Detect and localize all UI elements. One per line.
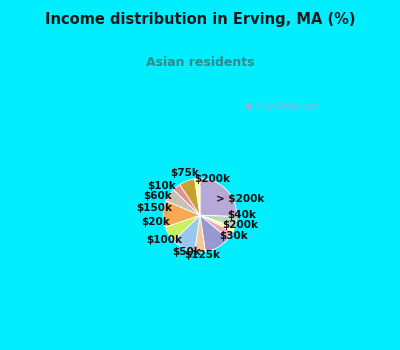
- Wedge shape: [195, 215, 205, 252]
- Text: $40k: $40k: [228, 210, 256, 220]
- Wedge shape: [200, 215, 235, 232]
- Text: $10k: $10k: [147, 181, 181, 193]
- Wedge shape: [200, 215, 237, 227]
- Wedge shape: [166, 190, 200, 215]
- Wedge shape: [165, 215, 200, 241]
- Wedge shape: [174, 215, 200, 252]
- Wedge shape: [174, 184, 200, 215]
- Wedge shape: [195, 178, 200, 215]
- Text: Income distribution in Erving, MA (%): Income distribution in Erving, MA (%): [45, 12, 355, 27]
- Text: ● City-Data.com: ● City-Data.com: [245, 102, 320, 111]
- Wedge shape: [200, 215, 233, 239]
- Text: $100k: $100k: [146, 236, 186, 245]
- Text: $30k: $30k: [219, 231, 248, 241]
- Text: Asian residents: Asian residents: [146, 56, 254, 69]
- Text: > $200k: > $200k: [216, 195, 264, 204]
- Text: $200k: $200k: [222, 220, 258, 230]
- Wedge shape: [200, 215, 228, 252]
- Text: $50k: $50k: [172, 246, 201, 257]
- Text: $125k: $125k: [184, 243, 220, 260]
- Wedge shape: [200, 178, 237, 217]
- Text: $20k: $20k: [142, 217, 175, 231]
- Text: $75k: $75k: [170, 168, 199, 185]
- Text: $200k: $200k: [194, 174, 230, 185]
- Text: $150k: $150k: [136, 203, 172, 213]
- Wedge shape: [163, 201, 200, 227]
- Wedge shape: [180, 179, 200, 215]
- Text: $60k: $60k: [144, 191, 176, 201]
